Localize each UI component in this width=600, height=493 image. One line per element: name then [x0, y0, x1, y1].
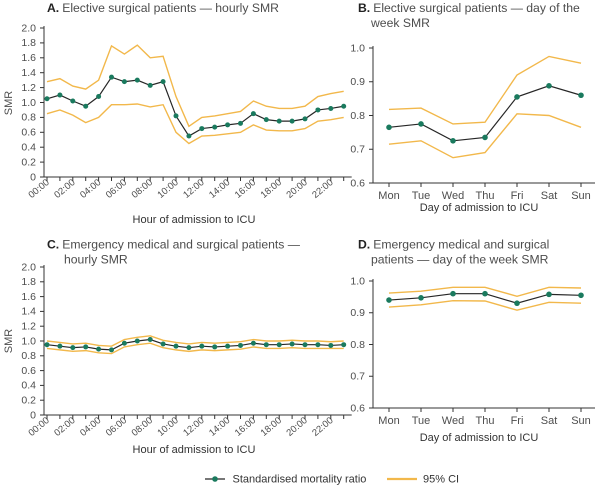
svg-text:0.8: 0.8 [21, 112, 36, 124]
svg-text:0.7: 0.7 [350, 371, 365, 383]
svg-text:1.4: 1.4 [21, 306, 36, 318]
svg-text:2.0: 2.0 [21, 22, 36, 34]
svg-text:patients — day of the week SMR: patients — day of the week SMR [371, 253, 549, 267]
svg-text:0.8: 0.8 [21, 350, 36, 362]
svg-text:A.Elective surgical patients —: A. Elective surgical patients — hourly SM… [47, 1, 279, 15]
svg-text:0.9: 0.9 [350, 307, 365, 319]
svg-text:Hour of admission to ICU: Hour of admission to ICU [133, 444, 256, 456]
svg-text:Mon: Mon [378, 415, 399, 427]
svg-text:Hour of admission to ICU: Hour of admission to ICU [133, 214, 256, 226]
svg-text:Mon: Mon [378, 190, 399, 202]
svg-text:Thu: Thu [476, 415, 495, 427]
svg-text:0.6: 0.6 [350, 402, 365, 414]
svg-text:Fri: Fri [511, 415, 524, 427]
svg-text:hourly SMR: hourly SMR [64, 253, 128, 267]
svg-text:Wed: Wed [442, 415, 464, 427]
svg-text:Day of admission to ICU: Day of admission to ICU [420, 432, 539, 444]
svg-text:2.0: 2.0 [21, 261, 36, 273]
svg-text:0.9: 0.9 [350, 76, 365, 88]
svg-text:Sun: Sun [571, 190, 591, 202]
svg-text:0: 0 [30, 409, 36, 421]
svg-text:1.0: 1.0 [21, 335, 36, 347]
svg-text:week SMR: week SMR [370, 16, 430, 30]
svg-text:95% CI: 95% CI [423, 474, 459, 486]
svg-text:D.Emergency medical and surgic: D. Emergency medical and surgical [358, 238, 549, 252]
svg-text:0.6: 0.6 [21, 365, 36, 377]
svg-text:0.4: 0.4 [21, 142, 36, 154]
svg-text:1.2: 1.2 [21, 82, 36, 94]
svg-text:0.4: 0.4 [21, 380, 36, 392]
svg-text:1.8: 1.8 [21, 276, 36, 288]
svg-text:Wed: Wed [442, 190, 464, 202]
svg-text:Fri: Fri [511, 190, 524, 202]
svg-text:1.8: 1.8 [21, 37, 36, 49]
svg-text:Sat: Sat [541, 190, 558, 202]
svg-text:1.0: 1.0 [21, 97, 36, 109]
svg-text:Standardised mortality ratio: Standardised mortality ratio [233, 474, 367, 486]
svg-text:SMR: SMR [3, 329, 15, 354]
svg-text:Tue: Tue [412, 190, 431, 202]
svg-text:1.2: 1.2 [21, 321, 36, 333]
svg-text:0.8: 0.8 [350, 110, 365, 122]
svg-text:0.6: 0.6 [350, 177, 365, 189]
svg-text:B.Elective surgical patients —: B. Elective surgical patients — day of th… [358, 1, 580, 15]
svg-text:1.6: 1.6 [21, 291, 36, 303]
svg-text:0.6: 0.6 [21, 127, 36, 139]
svg-text:Tue: Tue [412, 415, 431, 427]
svg-text:C.Emergency medical and surgic: C. Emergency medical and surgical patient… [47, 238, 301, 252]
svg-text:Sun: Sun [571, 415, 591, 427]
svg-text:0.7: 0.7 [350, 144, 365, 156]
svg-text:Sat: Sat [541, 415, 558, 427]
svg-text:1.0: 1.0 [350, 275, 365, 287]
svg-text:0.2: 0.2 [21, 156, 36, 168]
svg-text:Day of admission to ICU: Day of admission to ICU [420, 202, 539, 214]
svg-text:0.8: 0.8 [350, 339, 365, 351]
svg-text:1.0: 1.0 [350, 42, 365, 54]
svg-text:1.4: 1.4 [21, 67, 36, 79]
svg-text:1.6: 1.6 [21, 52, 36, 64]
svg-text:0.2: 0.2 [21, 395, 36, 407]
svg-text:0: 0 [30, 171, 36, 183]
svg-text:Thu: Thu [476, 190, 495, 202]
svg-text:SMR: SMR [3, 91, 15, 116]
